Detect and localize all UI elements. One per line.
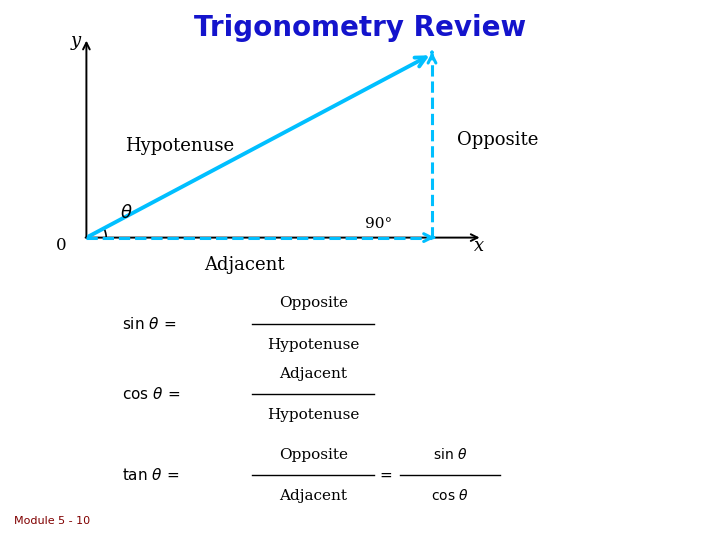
Text: Hypotenuse: Hypotenuse	[267, 408, 359, 422]
Text: $\cos\,\theta\,=\,$: $\cos\,\theta\,=\,$	[122, 386, 181, 402]
Text: $\sin\,\theta\,=\,$: $\sin\,\theta\,=\,$	[122, 316, 177, 332]
Text: Adjacent: Adjacent	[279, 489, 347, 503]
Text: 90°: 90°	[365, 217, 392, 231]
Text: Adjacent: Adjacent	[279, 367, 347, 381]
Text: Hypotenuse: Hypotenuse	[125, 137, 235, 155]
Text: Trigonometry Review: Trigonometry Review	[194, 14, 526, 42]
Text: y: y	[71, 31, 81, 50]
Text: $\cos\,\theta$: $\cos\,\theta$	[431, 488, 469, 503]
Text: Module 5 - 10: Module 5 - 10	[14, 516, 91, 526]
Text: $\sin\,\theta$: $\sin\,\theta$	[433, 447, 467, 462]
Text: $=$: $=$	[377, 468, 393, 482]
Text: Opposite: Opposite	[457, 131, 539, 150]
Text: Hypotenuse: Hypotenuse	[267, 338, 359, 352]
Text: $\tan\,\theta\,=\,$: $\tan\,\theta\,=\,$	[122, 467, 180, 483]
Text: x: x	[474, 237, 484, 255]
Text: Adjacent: Adjacent	[204, 255, 285, 274]
Text: Opposite: Opposite	[279, 296, 348, 310]
Text: $\theta$: $\theta$	[120, 204, 132, 222]
Text: 0: 0	[56, 237, 66, 254]
Text: Opposite: Opposite	[279, 448, 348, 462]
